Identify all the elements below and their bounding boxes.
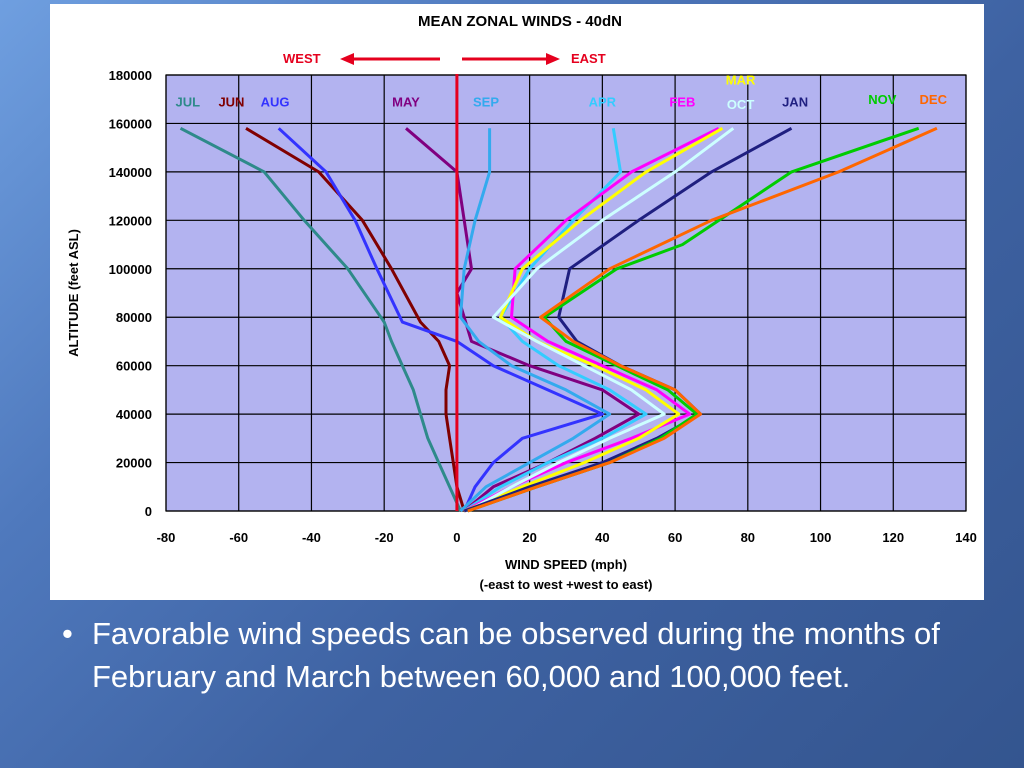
west-arrow-head-icon: [340, 53, 354, 65]
series-line-oct: [467, 127, 735, 513]
x-axis-note: (-east to west +west to east): [479, 577, 652, 592]
series-label-dec: DEC: [920, 92, 948, 107]
y-tick-label: 20000: [116, 456, 152, 471]
west-label: WEST: [283, 51, 321, 66]
series-label-may: MAY: [392, 94, 420, 109]
series-label-jun: JUN: [218, 94, 244, 109]
series-line-mar: [463, 126, 724, 513]
series-label-sep: SEP: [473, 94, 499, 109]
y-tick-label: 60000: [116, 359, 152, 374]
series-label-nov: NOV: [868, 92, 897, 107]
direction-indicator: WEST EAST: [283, 51, 606, 66]
x-tick-label: -60: [229, 530, 248, 545]
series-label-jan: JAN: [782, 94, 808, 109]
grid: [165, 74, 967, 512]
y-axis-label: ALTITUDE (feet ASL): [66, 229, 81, 357]
y-tick-label: 80000: [116, 310, 152, 325]
y-tick-label: 0: [145, 504, 152, 519]
x-axis-label: WIND SPEED (mph): [505, 557, 627, 572]
plot-area: [165, 74, 967, 512]
chart-title: MEAN ZONAL WINDS - 40dN: [418, 13, 622, 30]
bullet-icon: •: [62, 616, 73, 651]
series-line-feb: [463, 126, 720, 513]
series-line-sep: [459, 128, 612, 513]
series-line-jul: [179, 126, 462, 512]
y-tick-label: 180000: [109, 68, 152, 83]
x-tick-label: 40: [595, 530, 609, 545]
x-tick-label: -80: [157, 530, 176, 545]
series-label-jul: JUL: [176, 94, 201, 109]
series-line-jun: [245, 127, 466, 512]
x-tick-label: 120: [882, 530, 904, 545]
series-label-apr: APR: [589, 94, 617, 109]
series-line-aug: [277, 127, 604, 512]
y-tick-label: 140000: [109, 165, 152, 180]
y-tick-label: 100000: [109, 262, 152, 277]
series-labels: JUL JUN AUG MAY SEP APR FEB MAR OCT JAN NOV DEC: [176, 73, 948, 112]
x-tick-label: 80: [741, 530, 755, 545]
series-lines: [179, 126, 938, 513]
caption: • Favorable wind speeds can be observed …: [62, 612, 942, 698]
series-label-mar: MAR: [726, 73, 756, 88]
series-line-dec: [467, 126, 938, 513]
mean-zonal-winds-chart: MEAN ZONAL WINDS - 40dN WEST EAST -80 -60…: [66, 13, 977, 592]
series-label-oct: OCT: [727, 97, 755, 112]
series-label-aug: AUG: [261, 94, 290, 109]
x-tick-label: 140: [955, 530, 977, 545]
y-tick-label: 120000: [109, 213, 152, 228]
x-tick-label: 0: [453, 530, 460, 545]
east-arrow-head-icon: [546, 53, 560, 65]
x-tick-label: 100: [810, 530, 832, 545]
x-tick-label: -40: [302, 530, 321, 545]
series-label-feb: FEB: [669, 94, 695, 109]
series-line-apr: [463, 128, 648, 513]
caption-text: Favorable wind speeds can be observed du…: [92, 616, 940, 694]
x-tick-label: 20: [522, 530, 536, 545]
x-tick-label: 60: [668, 530, 682, 545]
east-label: EAST: [571, 51, 606, 66]
axis-ticks: -80 -60 -40 -20 0 20 40 60 80 100 120 140 0 20000 4000…: [109, 68, 977, 545]
x-tick-label: -20: [375, 530, 394, 545]
y-tick-label: 160000: [109, 116, 152, 131]
y-tick-label: 40000: [116, 407, 152, 422]
chart-panel: MEAN ZONAL WINDS - 40dN WEST EAST -80 -60…: [50, 4, 984, 600]
